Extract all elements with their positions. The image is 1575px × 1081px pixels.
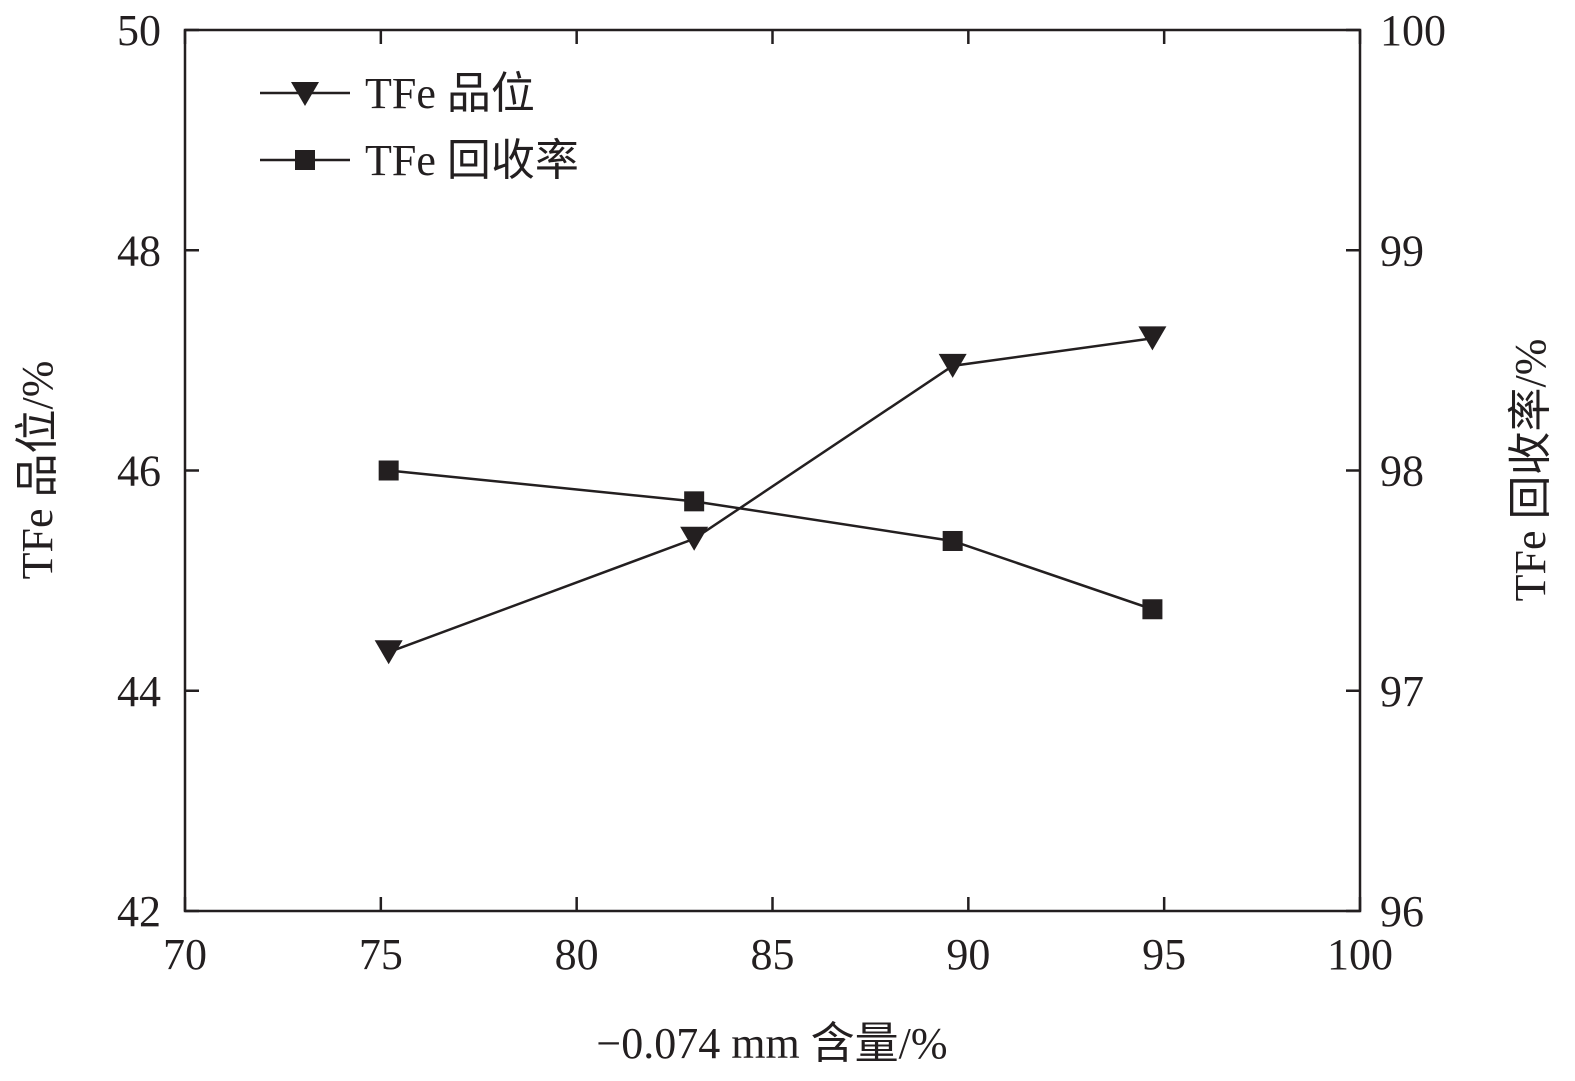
data-point-square <box>378 460 399 481</box>
data-point-triangle-down <box>938 353 967 378</box>
data-point-square <box>684 491 705 512</box>
y-right-tick-label: 100 <box>1380 6 1446 55</box>
y-left-tick-label: 50 <box>117 6 161 55</box>
y-right-tick-label: 99 <box>1380 226 1424 275</box>
y-left-axis-title: TFe 品位/% <box>13 361 62 580</box>
x-axis-title: −0.074 mm 含量/% <box>596 1019 947 1068</box>
legend-marker-square <box>295 150 315 170</box>
x-axis-ticks: 70 75 80 85 90 95 100 <box>163 30 1393 979</box>
x-tick-label: 70 <box>163 930 207 979</box>
y-left-axis-ticks: 42 44 46 48 50 <box>117 6 199 936</box>
data-point-square <box>942 530 963 551</box>
x-tick-label: 85 <box>751 930 795 979</box>
y-left-tick-label: 48 <box>117 226 161 275</box>
y-right-tick-label: 98 <box>1380 447 1424 496</box>
y-right-axis-ticks: 96 97 98 99 100 <box>1346 6 1446 936</box>
series-line-0 <box>388 337 1153 654</box>
series-line-1 <box>388 469 1153 611</box>
y-left-tick-label: 44 <box>117 667 161 716</box>
y-left-tick-label: 42 <box>117 887 161 936</box>
y-right-tick-label: 97 <box>1380 667 1424 716</box>
data-point-triangle-down <box>374 640 403 665</box>
x-tick-label: 95 <box>1142 930 1186 979</box>
plot-frame <box>183 28 1362 913</box>
series-layer <box>374 326 1167 665</box>
y-right-tick-label: 96 <box>1380 887 1424 936</box>
data-point-triangle-down <box>1138 326 1167 351</box>
legend-item-recovery: TFe 回收率 <box>260 136 579 185</box>
x-tick-label: 80 <box>555 930 599 979</box>
data-point-triangle-down <box>680 526 709 551</box>
y-left-tick-label: 46 <box>117 447 161 496</box>
x-tick-label: 90 <box>946 930 990 979</box>
legend-marker-triangle-down <box>291 82 319 106</box>
legend-label-grade: TFe 品位 <box>365 69 535 118</box>
legend: TFe 品位 TFe 回收率 <box>260 69 579 185</box>
data-point-square <box>1142 599 1163 620</box>
plot-area-border <box>183 28 1362 913</box>
x-tick-label: 100 <box>1327 930 1393 979</box>
y-right-axis-title: TFe 回收率/% <box>1506 339 1555 602</box>
legend-item-grade: TFe 品位 <box>260 69 535 118</box>
x-tick-label: 75 <box>359 930 403 979</box>
legend-label-recovery: TFe 回收率 <box>365 136 579 185</box>
